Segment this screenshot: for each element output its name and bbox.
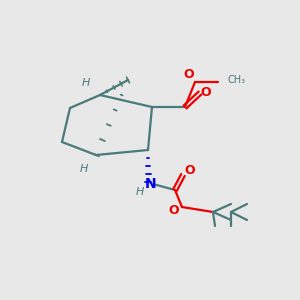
Text: O: O bbox=[169, 205, 179, 218]
Text: O: O bbox=[201, 86, 211, 100]
Text: CH₃: CH₃ bbox=[228, 75, 246, 85]
Text: O: O bbox=[185, 164, 195, 178]
Text: O: O bbox=[184, 68, 194, 82]
Text: H: H bbox=[136, 187, 144, 197]
Text: H: H bbox=[80, 164, 88, 174]
Text: H: H bbox=[82, 78, 90, 88]
Text: N: N bbox=[145, 177, 157, 191]
